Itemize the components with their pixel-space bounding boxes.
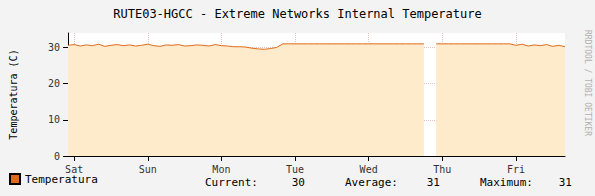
svg-text:10: 10	[48, 114, 60, 125]
svg-text:31: 31	[559, 176, 572, 189]
svg-text:0: 0	[54, 151, 60, 162]
svg-text:Current:: Current:	[205, 176, 258, 189]
svg-text:30: 30	[292, 176, 305, 189]
svg-text:RRDTOOL / TOBI OETIKER: RRDTOOL / TOBI OETIKER	[583, 30, 592, 136]
svg-text:Temperatura (C): Temperatura (C)	[8, 49, 19, 139]
svg-text:Temperatura: Temperatura	[25, 173, 98, 186]
svg-text:31: 31	[427, 176, 440, 189]
svg-text:Maximum:: Maximum:	[480, 176, 533, 189]
svg-text:Thu: Thu	[433, 164, 451, 175]
svg-text:Sat: Sat	[65, 163, 84, 175]
svg-text:Fri: Fri	[507, 164, 525, 175]
svg-text:30: 30	[48, 42, 60, 53]
svg-text:20: 20	[48, 78, 60, 89]
svg-text:Sun: Sun	[139, 164, 157, 175]
svg-text:Mon: Mon	[212, 164, 230, 175]
svg-text:Average:: Average:	[345, 176, 398, 189]
svg-text:RUTE03-HGCC - Extreme Networks: RUTE03-HGCC - Extreme Networks Internal …	[113, 7, 481, 21]
svg-text:Tue: Tue	[286, 164, 304, 175]
svg-text:Wed: Wed	[360, 164, 378, 175]
